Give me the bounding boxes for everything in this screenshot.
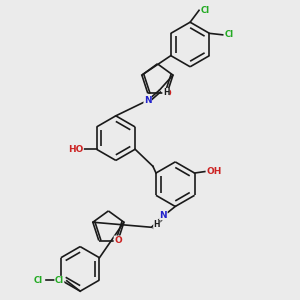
Text: Cl: Cl [200,6,209,15]
Text: Cl: Cl [34,275,43,284]
Text: Cl: Cl [224,30,233,39]
Text: Cl: Cl [55,276,64,285]
Text: H: H [154,220,160,230]
Text: OH: OH [206,167,222,176]
Text: HO: HO [68,145,83,154]
Text: O: O [114,236,122,245]
Text: O: O [163,89,171,98]
Text: N: N [144,96,152,105]
Text: N: N [160,211,167,220]
Text: H: H [163,88,169,98]
